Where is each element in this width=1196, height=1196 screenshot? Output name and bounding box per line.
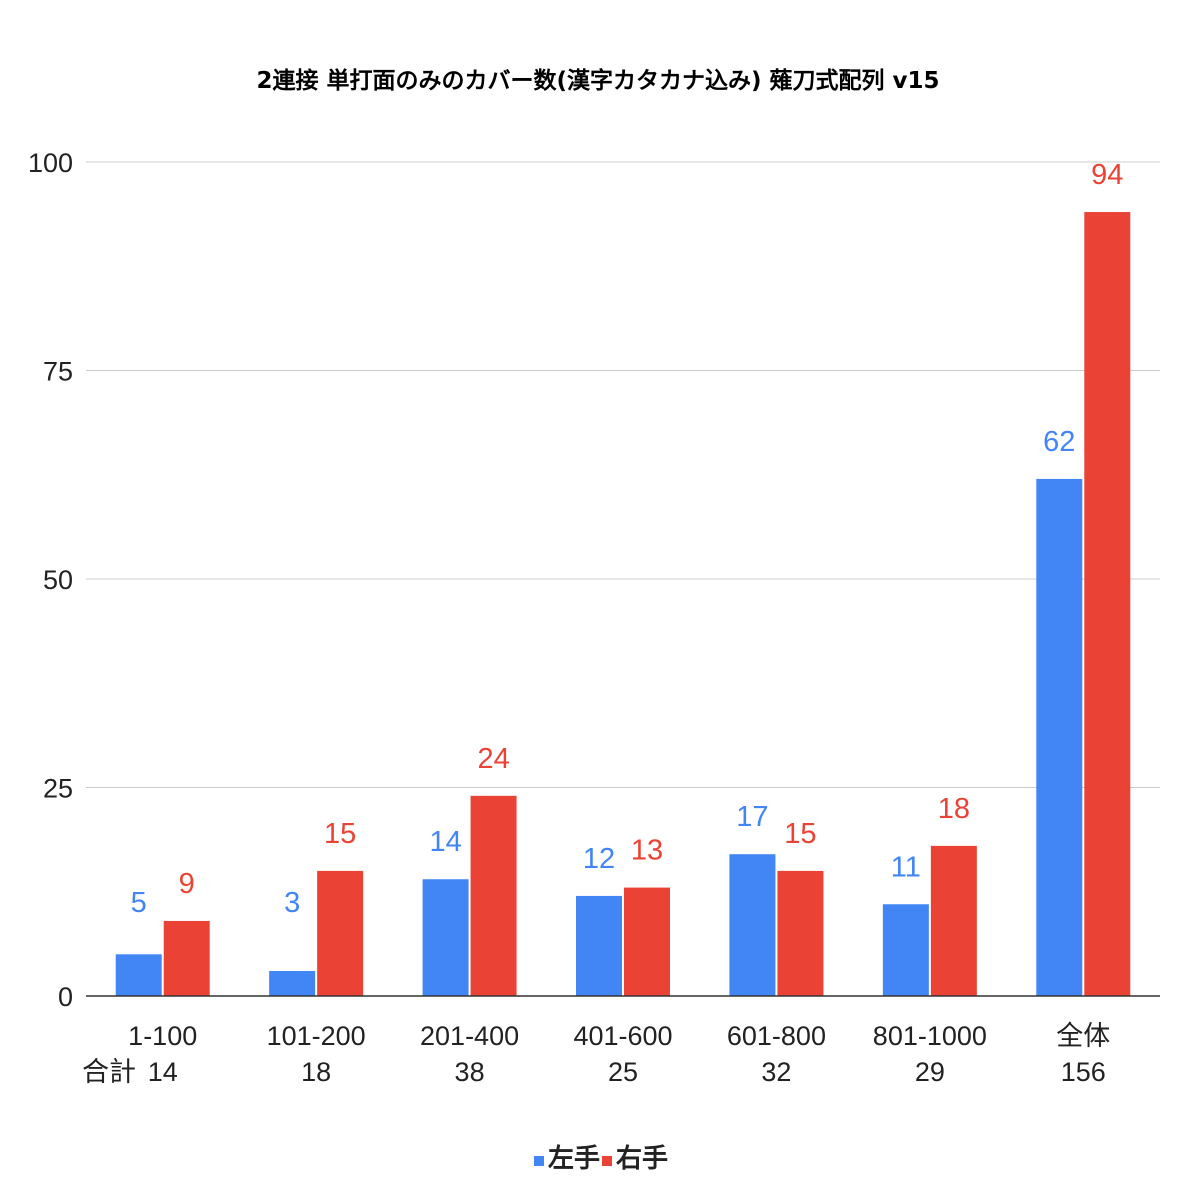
- bar: [576, 895, 622, 996]
- data-label: 3: [284, 887, 300, 919]
- bar: [729, 854, 776, 996]
- data-label: 15: [324, 818, 356, 850]
- x-tick-label: 801-1000: [873, 1021, 987, 1051]
- y-tick-label: 50: [43, 565, 73, 595]
- legend: 左手 右手: [534, 1144, 668, 1174]
- x-tick-label: 601-800: [727, 1021, 826, 1051]
- total-label: 14: [148, 1057, 178, 1087]
- data-label: 94: [1091, 159, 1123, 191]
- legend-swatch: [534, 1156, 544, 1166]
- bar: [115, 954, 162, 996]
- bar: [269, 970, 316, 996]
- y-tick-label: 25: [43, 774, 73, 804]
- data-label: 24: [477, 743, 509, 775]
- total-label: 18: [301, 1057, 331, 1087]
- bar: [470, 795, 517, 996]
- labels-layer: 59 3 15 14 24 12 13 17 15 11 18 62 94: [131, 159, 1124, 919]
- data-label: 13: [631, 835, 663, 867]
- bars-layer: [115, 212, 1131, 997]
- data-label: 5: [131, 887, 147, 919]
- bar: [422, 879, 469, 996]
- legend-label: 右手: [616, 1144, 668, 1174]
- chart-title: 2連接 単打面のみのカバー数(漢字カタカナ込み) 薙刀式配列 v15: [256, 67, 939, 94]
- x-tick-label: 1-100: [128, 1021, 197, 1051]
- grid-layer: 0 25 50 75 100: [28, 148, 1160, 1012]
- y-tick-label: 100: [28, 148, 73, 178]
- bar: [930, 845, 977, 996]
- totals-row-label: 合計: [82, 1057, 136, 1087]
- data-label: 15: [784, 818, 816, 850]
- x-tick-label: 201-400: [420, 1021, 519, 1051]
- data-label: 11: [891, 851, 921, 883]
- data-label: 18: [938, 793, 970, 825]
- bar: [882, 904, 929, 996]
- legend-swatch: [602, 1156, 612, 1166]
- bar: [1036, 478, 1083, 996]
- data-label: 12: [583, 843, 615, 875]
- x-tick-label: 401-600: [573, 1021, 672, 1051]
- legend-item: 左手: [534, 1144, 600, 1174]
- bar: [777, 870, 824, 996]
- bar: [163, 920, 210, 996]
- x-tick-label: 101-200: [267, 1021, 366, 1051]
- x-tick-label: 全体: [1056, 1021, 1110, 1051]
- total-label: 156: [1061, 1057, 1106, 1087]
- x-axis: 1-100 14 101-200 18 201-400 38 401-600 25 601-80…: [82, 995, 1160, 1087]
- total-label: 25: [608, 1057, 638, 1087]
- bar: [317, 870, 364, 996]
- total-label: 29: [915, 1057, 945, 1087]
- data-label: 17: [736, 801, 768, 833]
- data-label: 14: [429, 826, 461, 858]
- y-tick-label: 0: [58, 982, 73, 1012]
- legend-item: 右手: [602, 1144, 668, 1174]
- y-tick-label: 75: [43, 357, 73, 387]
- total-label: 38: [455, 1057, 485, 1087]
- bar: [624, 887, 670, 996]
- data-label: 62: [1043, 426, 1075, 458]
- total-label: 32: [761, 1057, 791, 1087]
- bar: [1084, 212, 1131, 997]
- legend-label: 左手: [548, 1144, 600, 1174]
- data-label: 9: [179, 868, 195, 900]
